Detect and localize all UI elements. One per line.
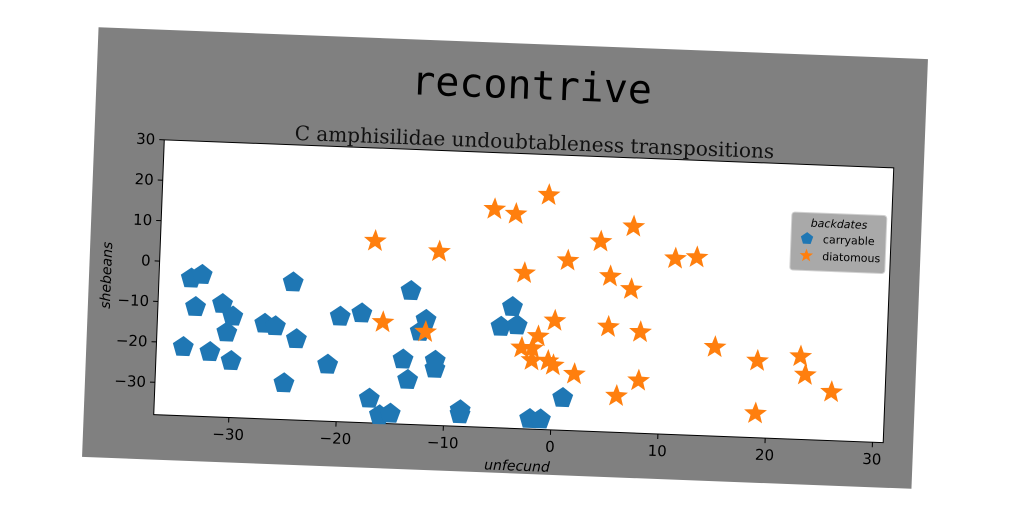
legend-marker-carryable [800, 232, 814, 244]
pentagon-point [317, 353, 339, 374]
star-point [537, 183, 561, 206]
pentagon-point [185, 295, 207, 317]
star-point [589, 229, 613, 252]
star-point [526, 324, 550, 347]
star-point [746, 348, 769, 371]
data-points [172, 183, 843, 429]
pentagon-point [552, 386, 574, 408]
legend-title: backdates [810, 217, 867, 232]
x-tick-label: 20 [755, 446, 775, 465]
x-tick-label: 30 [862, 450, 882, 469]
star-point [598, 264, 622, 287]
y-tick-label: 20 [134, 170, 154, 189]
star-point [789, 344, 813, 367]
pentagon-point [264, 315, 286, 336]
pentagon-point [400, 279, 422, 301]
legend-label-carryable: carryable [823, 233, 875, 248]
star-point [483, 197, 507, 220]
star-point [521, 336, 544, 359]
star-point [563, 362, 586, 385]
pentagon-point [273, 372, 295, 393]
y-tick-label: −10 [117, 291, 149, 310]
star-point [685, 245, 709, 268]
scatter-chart: recontrive C amphisilidae undoubtablenes… [98, 58, 895, 476]
pentagon-point [529, 408, 551, 429]
pentagon-point [379, 402, 401, 423]
pentagon-point [351, 302, 373, 323]
x-tick-label: −30 [212, 425, 244, 444]
y-tick-label: −30 [114, 372, 146, 391]
star-point [664, 246, 687, 269]
pentagon-point [397, 368, 419, 389]
star-point [605, 383, 628, 406]
star-point [536, 348, 560, 371]
x-tick-label: 0 [545, 438, 555, 456]
pentagon-point [358, 387, 380, 408]
pentagon-point [220, 349, 242, 371]
x-tick-label: −10 [427, 433, 459, 452]
pentagon-point [490, 315, 512, 336]
legend-label-diatomous: diatomous [822, 250, 881, 265]
star-point [627, 368, 651, 391]
axis-ticks: −30 −20 −10 0 10 20 30 −30 −20 −10 0 10 20 30 [114, 130, 882, 469]
pentagon-point [222, 305, 244, 326]
y-tick-label: 10 [133, 211, 153, 230]
pentagon-point [415, 308, 437, 330]
pentagon-point [282, 271, 304, 292]
pentagon-point [199, 341, 221, 362]
star-point [371, 310, 395, 333]
star-point [820, 380, 843, 403]
star-point [520, 348, 544, 371]
y-tick-label: 30 [136, 130, 156, 149]
pentagon-point [216, 321, 238, 342]
series-carryable [172, 263, 574, 429]
star-point [510, 335, 534, 358]
plot-area [153, 139, 895, 444]
legend-marker-diatomous [799, 248, 814, 262]
x-axis-label: unfecund [484, 457, 550, 476]
pentagon-point [424, 357, 446, 378]
star-point [619, 277, 643, 300]
x-tick-label: −20 [319, 429, 351, 448]
pentagon-point [329, 305, 351, 326]
pentagon-point [392, 348, 414, 369]
y-tick-label: −20 [116, 331, 148, 350]
star-point [744, 401, 767, 424]
pentagon-point [449, 399, 471, 420]
star-point [513, 261, 536, 284]
pentagon-point [191, 263, 213, 284]
star-point [556, 248, 580, 271]
legend: backdates carryable diatomous [789, 211, 888, 274]
star-point [622, 214, 646, 237]
series-diatomous [363, 183, 843, 424]
star-point [543, 308, 567, 331]
star-point [363, 229, 387, 251]
star-point [504, 202, 528, 225]
legend-box [789, 211, 888, 274]
star-point [428, 239, 451, 262]
pentagon-point [285, 328, 307, 349]
y-axis-label: shebeans [98, 241, 117, 309]
pentagon-point [212, 292, 234, 314]
legend-items: carryable diatomous [799, 232, 881, 265]
star-point [414, 320, 438, 342]
star-point [703, 335, 727, 358]
chart-figure: recontrive C amphisilidae undoubtablenes… [82, 27, 928, 489]
star-point [793, 362, 817, 385]
pentagon-point [172, 335, 194, 357]
chart-title: recontrive [410, 58, 652, 113]
x-tick-label: 10 [647, 442, 667, 461]
y-tick-label: 0 [141, 251, 151, 269]
star-point [597, 314, 620, 337]
star-point [629, 320, 652, 343]
pentagon-point [502, 296, 523, 317]
star-point [541, 353, 565, 376]
pentagon-point [506, 314, 528, 335]
